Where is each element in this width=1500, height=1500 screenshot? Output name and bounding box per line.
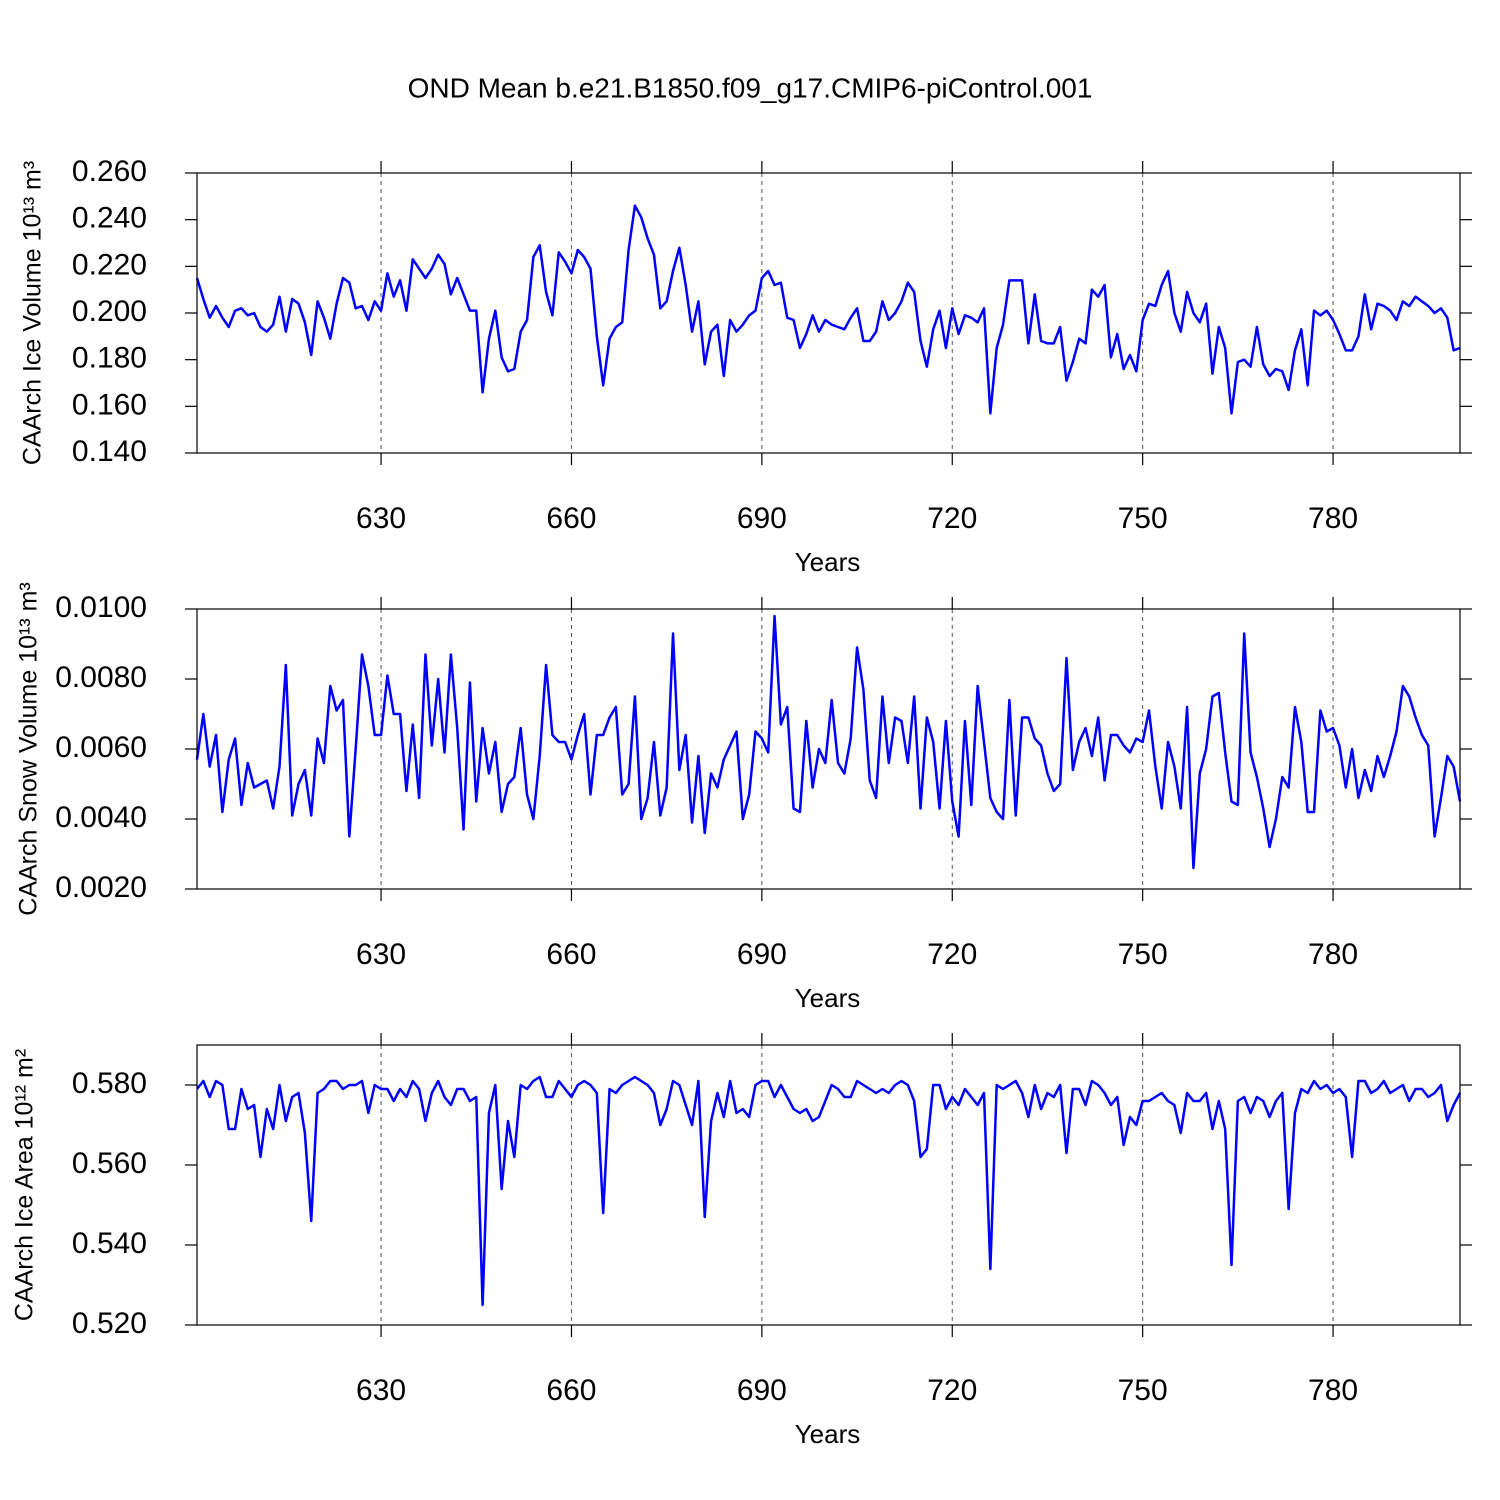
x-tick-label: 720 bbox=[927, 938, 977, 971]
y-tick-label: 0.0060 bbox=[55, 731, 147, 764]
y-tick-label: 0.560 bbox=[72, 1147, 147, 1180]
plot-frame bbox=[196, 172, 1461, 454]
y-tick-label: 0.540 bbox=[72, 1227, 147, 1260]
y-tick-label: 0.0040 bbox=[55, 801, 147, 834]
x-tick-label: 780 bbox=[1308, 1374, 1358, 1407]
y-tick-label: 0.240 bbox=[72, 202, 147, 235]
y-tick-label: 0.160 bbox=[72, 388, 147, 421]
x-tick-label: 630 bbox=[356, 502, 406, 535]
x-tick-label: 780 bbox=[1308, 938, 1358, 971]
y-tick-label: 0.260 bbox=[72, 155, 147, 188]
plot-frame bbox=[196, 608, 1461, 890]
x-axis-label: Years bbox=[795, 1419, 861, 1449]
x-axis-label: Years bbox=[795, 547, 861, 577]
x-tick-label: 750 bbox=[1118, 502, 1168, 535]
data-line bbox=[196, 1075, 1462, 1307]
x-tick-label: 780 bbox=[1308, 502, 1358, 535]
y-tick-label: 0.580 bbox=[72, 1067, 147, 1100]
chart-title: OND Mean b.e21.B1850.f09_g17.CMIP6-piCon… bbox=[408, 72, 1093, 103]
x-tick-label: 720 bbox=[927, 1374, 977, 1407]
y-tick-label: 0.520 bbox=[72, 1307, 147, 1340]
y-axis-label: CAArch Ice Area 10¹² m² bbox=[11, 1049, 39, 1321]
y-axis-label: CAArch Ice Volume 10¹³ m³ bbox=[19, 161, 47, 465]
x-axis-label: Years bbox=[795, 983, 861, 1013]
x-tick-label: 690 bbox=[737, 938, 787, 971]
y-tick-label: 0.140 bbox=[72, 435, 147, 468]
y-tick-label: 0.0080 bbox=[55, 661, 147, 694]
x-tick-label: 690 bbox=[737, 1374, 787, 1407]
x-tick-label: 750 bbox=[1118, 1374, 1168, 1407]
x-tick-label: 630 bbox=[356, 938, 406, 971]
y-axis-label: CAArch Snow Volume 10¹³ m³ bbox=[15, 582, 43, 915]
y-tick-label: 0.180 bbox=[72, 342, 147, 375]
x-tick-label: 660 bbox=[546, 502, 596, 535]
plot-frame bbox=[196, 1044, 1461, 1326]
data-line bbox=[195, 204, 1461, 415]
x-tick-label: 720 bbox=[927, 502, 977, 535]
y-tick-label: 0.0100 bbox=[55, 591, 147, 624]
x-tick-label: 630 bbox=[356, 1374, 406, 1407]
y-tick-label: 0.0020 bbox=[55, 871, 147, 904]
x-tick-label: 660 bbox=[546, 938, 596, 971]
y-tick-label: 0.200 bbox=[72, 295, 147, 328]
x-tick-label: 690 bbox=[737, 502, 787, 535]
x-tick-label: 660 bbox=[546, 1374, 596, 1407]
x-tick-label: 750 bbox=[1118, 938, 1168, 971]
y-tick-label: 0.220 bbox=[72, 248, 147, 281]
data-line bbox=[195, 614, 1462, 870]
